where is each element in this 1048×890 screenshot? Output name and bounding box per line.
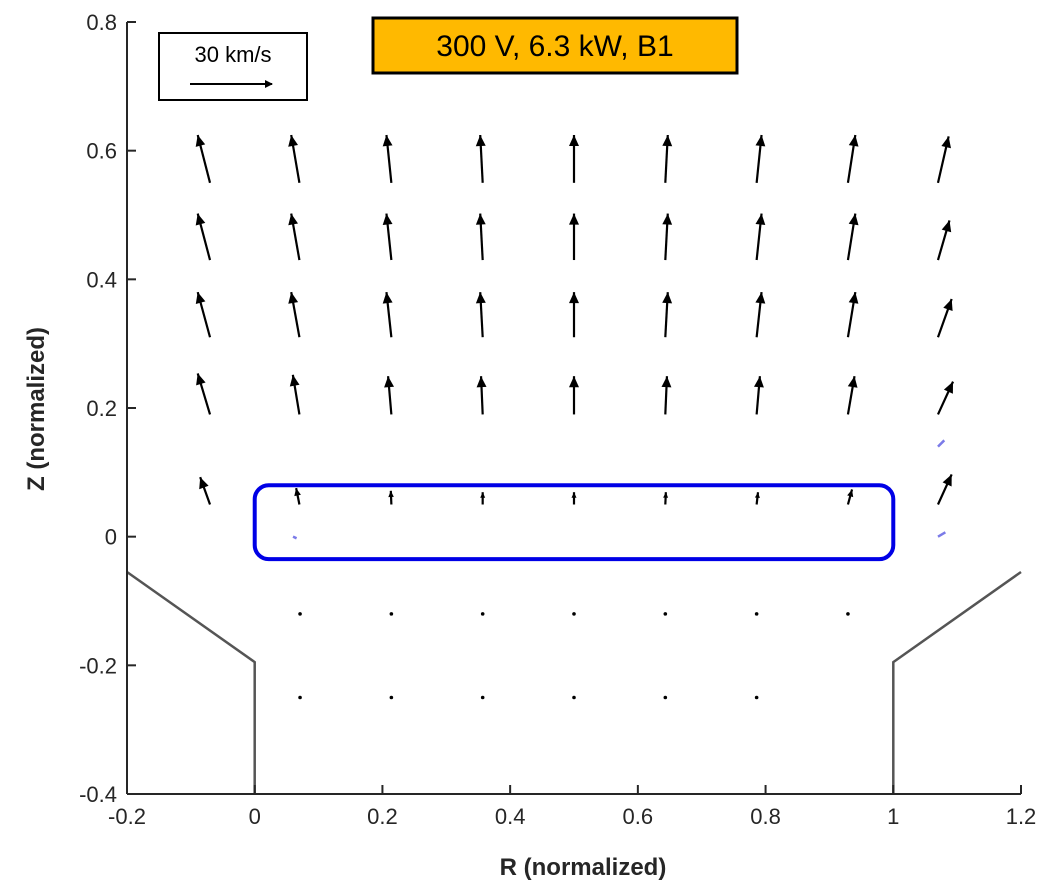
x-tick-label: 0.8 (750, 804, 781, 829)
velocity-vector-head (475, 135, 486, 147)
velocity-vector-head (662, 213, 673, 225)
chart-title: 300 V, 6.3 kW, B1 (436, 30, 673, 63)
y-tick-label: 0.8 (86, 10, 117, 35)
velocity-vector-head (848, 292, 859, 304)
highlight-region (252, 483, 896, 562)
velocity-vector-head (569, 213, 579, 225)
velocity-vector-head (662, 135, 673, 147)
velocity-vector-head (943, 299, 953, 311)
x-tick-label: -0.2 (108, 804, 146, 829)
velocity-vector-head (294, 488, 301, 497)
velocity-vector-point (480, 695, 485, 700)
scale-box (158, 32, 308, 101)
velocity-vector-head (288, 135, 298, 147)
secondary-vector (292, 535, 298, 540)
velocity-vector-head (663, 492, 669, 498)
title-box: 300 V, 6.3 kW, B1 (371, 16, 739, 75)
secondary-vector (937, 439, 946, 448)
velocity-vector-head (847, 376, 858, 388)
scale-reference: 30 km/s (158, 32, 308, 101)
velocity-vector-head (195, 213, 206, 226)
y-axis-label: Z (normalized) (23, 327, 50, 491)
axes: -0.2 0 0.2 0.4 0.6 0.8 1 1.2-0.4-0.200.20.40.60… (79, 10, 1036, 829)
velocity-vectors (195, 134, 955, 700)
velocity-vector-head (382, 135, 393, 147)
y-tick-label: 0 (105, 525, 117, 550)
scale-label: 30 km/s (194, 42, 271, 67)
channel-walls (126, 570, 1022, 794)
velocity-vector-point (572, 612, 576, 616)
velocity-vector-head (288, 213, 298, 226)
x-tick-label: 1.2 (1006, 804, 1037, 829)
velocity-vector-head (382, 213, 393, 225)
velocity-vector-head (288, 292, 299, 304)
velocity-vector-head (943, 381, 953, 394)
velocity-vector-head (382, 292, 393, 304)
velocity-vector-head (755, 135, 766, 147)
x-tick-label: 0.2 (367, 804, 398, 829)
velocity-vector-point (572, 695, 576, 700)
x-tick-label: 0.6 (623, 804, 654, 829)
velocity-vector-point (389, 612, 394, 616)
velocity-vector-head (661, 376, 672, 388)
x-tick-label: 0.4 (495, 804, 526, 829)
velocity-vector-head (569, 376, 579, 388)
secondary-vector (937, 531, 947, 538)
velocity-vector-head (571, 492, 577, 498)
velocity-vector-head (662, 292, 673, 304)
velocity-vector-head (384, 376, 394, 388)
y-tick-label: 0.4 (86, 267, 117, 292)
velocity-vector-head (755, 213, 766, 225)
velocity-vector-head (754, 376, 764, 388)
velocity-vector-point (846, 612, 850, 616)
inner-wall (126, 570, 256, 794)
velocity-vector-head (754, 492, 760, 498)
velocity-vector-head (941, 220, 952, 233)
x-tick-label: 1 (887, 804, 899, 829)
x-axis-label: R (normalized) (500, 854, 667, 881)
title-background (371, 16, 739, 75)
velocity-vector-head (475, 213, 486, 225)
y-tick-label: 0.2 (86, 396, 117, 421)
velocity-vector-head (195, 135, 206, 147)
velocity-vector-point (663, 612, 668, 616)
y-tick-label: -0.4 (79, 782, 117, 807)
velocity-vector-head (848, 213, 859, 226)
secondary-vectors (292, 439, 947, 540)
velocity-vector-head (388, 490, 394, 498)
velocity-vector-head (941, 136, 951, 149)
y-tick-label: 0.6 (86, 139, 117, 164)
velocity-vector-head (847, 489, 854, 498)
velocity-vector-point (298, 612, 302, 616)
velocity-vector-head (195, 292, 206, 304)
velocity-vector-head (289, 374, 300, 387)
velocity-vector-point (663, 695, 668, 700)
velocity-vector-head (569, 135, 579, 146)
velocity-vector-head (848, 135, 859, 147)
velocity-vector-point (754, 695, 759, 700)
velocity-vector-head (199, 477, 209, 490)
velocity-vector-head (476, 376, 487, 388)
x-tick-label: 0 (249, 804, 261, 829)
velocity-vector-point (389, 695, 394, 700)
velocity-vector-head (196, 373, 206, 386)
outer-wall (892, 570, 1022, 794)
y-tick-label: -0.2 (79, 653, 117, 678)
velocity-vector-point (754, 612, 759, 616)
velocity-vector-head (475, 292, 486, 304)
velocity-vector-head (942, 474, 952, 487)
velocity-vector-head (569, 292, 579, 304)
velocity-vector-point (480, 612, 485, 616)
velocity-vector-head (480, 492, 486, 498)
velocity-vector-point (298, 695, 302, 700)
velocity-vector-head (755, 292, 766, 304)
